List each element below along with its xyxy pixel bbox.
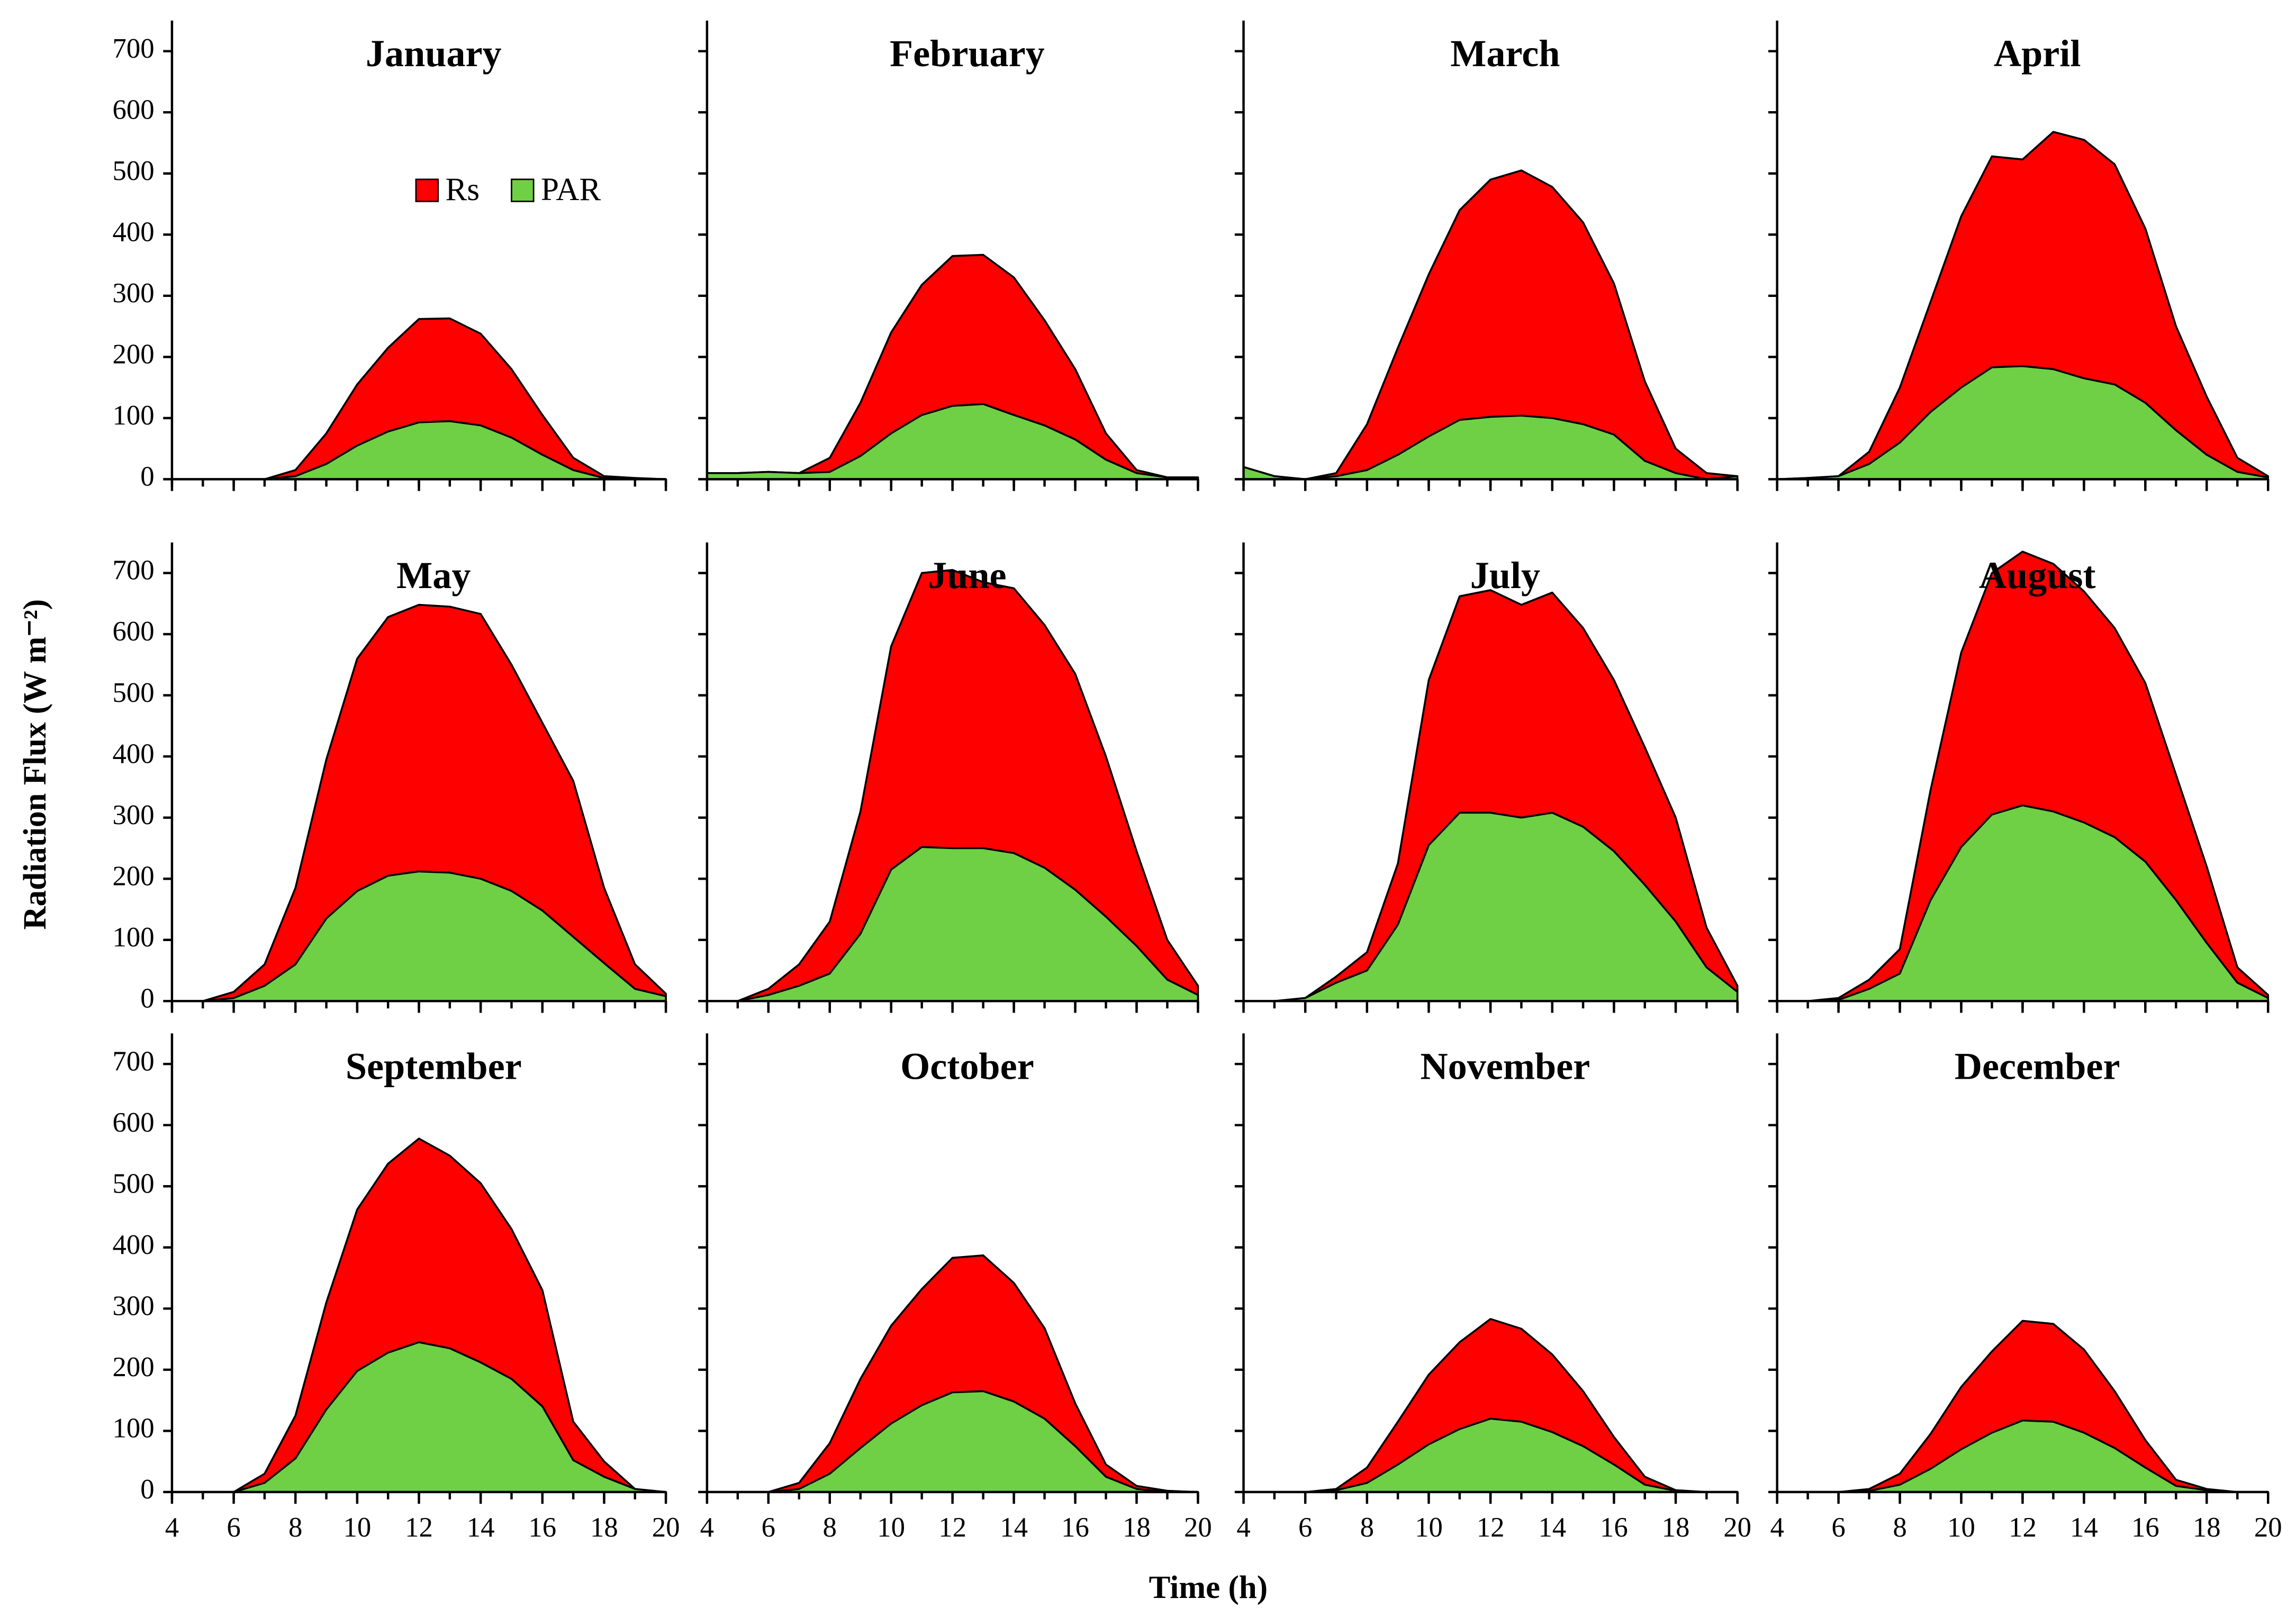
x-tick-label: 8: [1893, 1512, 1906, 1543]
x-tick-label: 18: [590, 1512, 618, 1543]
panel-title: October: [900, 1045, 1034, 1087]
panel-title: January: [366, 32, 502, 75]
y-tick-label: 0: [140, 983, 154, 1014]
legend-swatch: [415, 178, 439, 202]
area-1: [171, 1341, 667, 1493]
panel-title: August: [1979, 554, 2096, 597]
x-tick-label: 12: [1477, 1512, 1505, 1543]
y-tick-label: 500: [112, 677, 154, 708]
area-1: [1242, 811, 1739, 1002]
panel-title: September: [346, 1045, 522, 1087]
panel-title: February: [890, 32, 1045, 75]
panel-title: May: [396, 554, 471, 597]
x-tick-label: 6: [1298, 1512, 1312, 1543]
x-tick-label: 10: [343, 1512, 371, 1543]
y-tick-label: 700: [112, 555, 154, 586]
x-tick-label: 8: [823, 1512, 837, 1543]
panel-title: March: [1450, 32, 1560, 75]
panel-title: June: [928, 554, 1006, 597]
area-1: [1242, 1417, 1739, 1493]
y-tick-label: 400: [112, 1230, 154, 1260]
x-tick-label: 4: [1236, 1512, 1250, 1543]
x-tick-label: 18: [1662, 1512, 1690, 1543]
area-0: [1776, 131, 2270, 481]
x-tick-label: 16: [1061, 1512, 1089, 1543]
y-tick-label: 200: [112, 1352, 154, 1383]
x-tick-label: 20: [1184, 1512, 1212, 1543]
x-tick-label: 18: [1123, 1512, 1151, 1543]
y-tick-label: 500: [112, 156, 154, 186]
x-tick-label: 8: [1360, 1512, 1374, 1543]
x-tick-label: 12: [2009, 1512, 2037, 1543]
y-tick-label: 100: [112, 922, 154, 953]
x-tick-label: 12: [405, 1512, 433, 1543]
x-tick-label: 8: [288, 1512, 302, 1543]
y-tick-label: 700: [112, 1046, 154, 1077]
area-1: [1776, 365, 2270, 481]
area-1: [706, 846, 1199, 1002]
legend-label: Rs: [445, 172, 480, 207]
y-tick-label: 300: [112, 800, 154, 830]
x-tick-label: 16: [2131, 1512, 2159, 1543]
legend-label: PAR: [541, 172, 601, 207]
area-1: [171, 870, 667, 1002]
x-tick-label: 16: [528, 1512, 556, 1543]
x-tick-label: 10: [1415, 1512, 1443, 1543]
y-tick-label: 300: [112, 278, 154, 309]
x-tick-label: 20: [2254, 1512, 2282, 1543]
y-tick-label: 700: [112, 33, 154, 64]
panel-title: December: [1955, 1045, 2120, 1087]
y-axis-label: Radiation Flux (W m⁻²): [17, 599, 53, 930]
area-1: [706, 403, 1199, 481]
x-tick-label: 10: [1947, 1512, 1975, 1543]
area-0: [171, 1137, 667, 1493]
area-1: [1776, 1419, 2270, 1493]
legend-swatch: [511, 178, 535, 202]
x-tick-label: 14: [1000, 1512, 1028, 1543]
y-tick-label: 0: [140, 462, 154, 492]
y-tick-label: 100: [112, 1413, 154, 1443]
area-1: [706, 1390, 1199, 1493]
x-tick-label: 16: [1600, 1512, 1628, 1543]
x-tick-label: 14: [467, 1512, 495, 1543]
area-0: [171, 603, 667, 1002]
area-0: [1776, 1320, 2270, 1493]
y-tick-label: 200: [112, 339, 154, 369]
y-tick-label: 400: [112, 738, 154, 769]
y-tick-label: 0: [140, 1474, 154, 1505]
x-tick-label: 14: [2070, 1512, 2098, 1543]
panel-title: April: [1994, 32, 2081, 75]
y-tick-label: 400: [112, 216, 154, 247]
y-tick-label: 600: [112, 1107, 154, 1138]
x-tick-label: 6: [227, 1512, 240, 1543]
x-axis-label: Time (h): [1149, 1570, 1268, 1605]
y-tick-label: 600: [112, 616, 154, 647]
x-tick-label: 20: [652, 1512, 680, 1543]
x-tick-label: 4: [1770, 1512, 1784, 1543]
x-tick-label: 10: [877, 1512, 905, 1543]
x-tick-label: 4: [165, 1512, 179, 1543]
x-tick-label: 4: [700, 1512, 714, 1543]
y-tick-label: 100: [112, 400, 154, 431]
y-tick-label: 200: [112, 861, 154, 891]
area-1: [1776, 804, 2270, 1002]
x-tick-label: 6: [762, 1512, 775, 1543]
x-tick-label: 14: [1538, 1512, 1566, 1543]
panel-title: November: [1420, 1045, 1590, 1087]
x-tick-label: 20: [1723, 1512, 1751, 1543]
y-tick-label: 300: [112, 1290, 154, 1321]
panel-title: July: [1470, 554, 1540, 597]
y-tick-label: 500: [112, 1168, 154, 1199]
x-tick-label: 6: [1831, 1512, 1845, 1543]
area-0: [706, 1254, 1199, 1493]
y-tick-label: 600: [112, 94, 154, 125]
x-tick-label: 12: [938, 1512, 966, 1543]
x-tick-label: 18: [2193, 1512, 2221, 1543]
